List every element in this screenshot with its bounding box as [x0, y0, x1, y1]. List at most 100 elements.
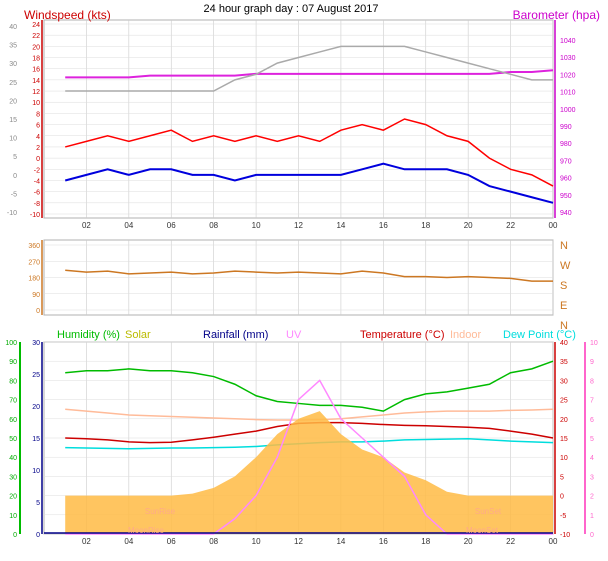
uv-tick-label: 7	[590, 398, 594, 405]
barometer-tick-label: 940	[560, 210, 572, 217]
windspeed-tick-label: 8	[36, 111, 40, 118]
windspeed-tick-label: 18	[32, 56, 40, 63]
x-tick-label: 12	[294, 537, 303, 546]
wind-direction-series	[65, 269, 553, 282]
moonset-label: MoonSet	[466, 526, 499, 535]
windspeed-tick-label: 20	[32, 44, 40, 51]
temperature-tick-label: 20	[560, 417, 568, 424]
series-lines	[44, 45, 554, 535]
barometer-tick-label: 970	[560, 158, 572, 165]
windspeed-tick-label: 24	[32, 22, 40, 29]
temperature-tick-label: 10	[560, 455, 568, 462]
x-tick-label: 00	[549, 221, 558, 230]
x-tick-label: 14	[336, 537, 345, 546]
barometer-tick-label: 990	[560, 124, 572, 131]
barometer-tick-label: 1010	[560, 90, 576, 97]
humidity-tick-label: 10	[9, 513, 17, 520]
x-tick-label: 06	[167, 537, 176, 546]
x-tick-label: 04	[124, 537, 133, 546]
temperature-tick-label: 15	[560, 436, 568, 443]
windspeed-tick-label: 16	[32, 67, 40, 74]
outer-tick-label: 35	[9, 43, 17, 50]
solar-series	[65, 411, 553, 534]
windspeed-tick-label: 12	[32, 89, 40, 96]
sunrise-label: SunRise	[145, 507, 176, 516]
page-title: 24 hour graph day : 07 August 2017	[204, 3, 379, 15]
outer-tick-label: 15	[9, 117, 17, 124]
outer-tick-label: 0	[13, 173, 17, 180]
legend-item: Solar	[125, 329, 151, 341]
humidity-tick-label: 30	[9, 474, 17, 481]
x-tick-label: 14	[336, 221, 345, 230]
temperature-tick-label: 0	[560, 494, 564, 501]
temperature-tick-label: -5	[560, 513, 566, 520]
legend-item: Indoor	[450, 329, 482, 341]
windspeed-tick-label: -10	[30, 212, 40, 219]
windspeed-tick-label: -8	[34, 201, 40, 208]
barometer-tick-label: 960	[560, 176, 572, 183]
direction-tick-label: 360	[28, 243, 40, 250]
uv-tick-label: 1	[590, 513, 594, 520]
humidity-tick-label: 40	[9, 455, 17, 462]
outer-tick-label: -10	[7, 210, 17, 217]
x-tick-label: 04	[124, 221, 133, 230]
legend-item: Rainfall (mm)	[203, 329, 268, 341]
windspeed-series	[65, 118, 554, 187]
barometer-tick-label: 1020	[560, 72, 576, 79]
outer-tick-label: 40	[9, 24, 17, 31]
humidity-series	[65, 360, 554, 412]
temperature-tick-label: -10	[560, 532, 570, 539]
uv-tick-label: 6	[590, 417, 594, 424]
outer-tick-label: 5	[13, 154, 17, 161]
outer-tick-label: 10	[9, 136, 17, 143]
annotations: SunRise SunSet MoonRise MoonSet	[128, 507, 502, 535]
gust-series	[65, 45, 553, 92]
uv-tick-label: 10	[590, 340, 598, 347]
humidity-tick-label: 100	[5, 340, 17, 347]
uv-series	[65, 379, 553, 535]
rainfall-tick-label: 20	[32, 404, 40, 411]
humidity-tick-label: 20	[9, 494, 17, 501]
sunset-label: SunSet	[475, 507, 502, 516]
uv-tick-label: 0	[590, 532, 594, 539]
moonrise-label: MoonRise	[128, 526, 165, 535]
windspeed-axis-title: Windspeed (kts)	[24, 8, 111, 22]
windspeed-tick-label: 10	[32, 100, 40, 107]
windspeed-tick-label: 6	[36, 123, 40, 130]
windspeed-tick-label: 0	[36, 156, 40, 163]
x-tick-label: 22	[506, 221, 515, 230]
x-tick-label: 18	[421, 537, 430, 546]
compass-tick-label: N	[560, 320, 568, 332]
outer-tick-label: 20	[9, 98, 17, 105]
compass-tick-label: N	[560, 240, 568, 252]
rainfall-tick-label: 30	[32, 340, 40, 347]
humidity-tick-label: 60	[9, 417, 17, 424]
x-tick-label: 22	[506, 537, 515, 546]
x-tick-label: 16	[379, 537, 388, 546]
x-tick-label: 20	[464, 537, 473, 546]
humidity-tick-label: 50	[9, 436, 17, 443]
uv-tick-label: 2	[590, 494, 594, 501]
outer-tick-label: -5	[11, 191, 17, 198]
temperature-tick-label: 30	[560, 378, 568, 385]
humidity-tick-label: 80	[9, 378, 17, 385]
x-tick-label: 18	[421, 221, 430, 230]
barometer-tick-label: 1040	[560, 38, 576, 45]
x-tick-label: 06	[167, 221, 176, 230]
rainfall-tick-label: 25	[32, 372, 40, 379]
compass-tick-label: W	[560, 260, 571, 272]
windspeed-tick-label: 22	[32, 33, 40, 40]
uv-tick-label: 3	[590, 474, 594, 481]
legend-item: UV	[286, 329, 302, 341]
windspeed-tick-label: -6	[34, 190, 40, 197]
barometer-axis-title: Barometer (hpa)	[513, 8, 600, 22]
x-tick-label: 20	[464, 221, 473, 230]
windspeed-tick-label: -2	[34, 167, 40, 174]
x-tick-label: 02	[82, 537, 91, 546]
windspeed-tick-label: 4	[36, 134, 40, 141]
x-tick-label: 10	[252, 221, 261, 230]
uv-tick-label: 8	[590, 378, 594, 385]
uv-tick-label: 9	[590, 359, 594, 366]
